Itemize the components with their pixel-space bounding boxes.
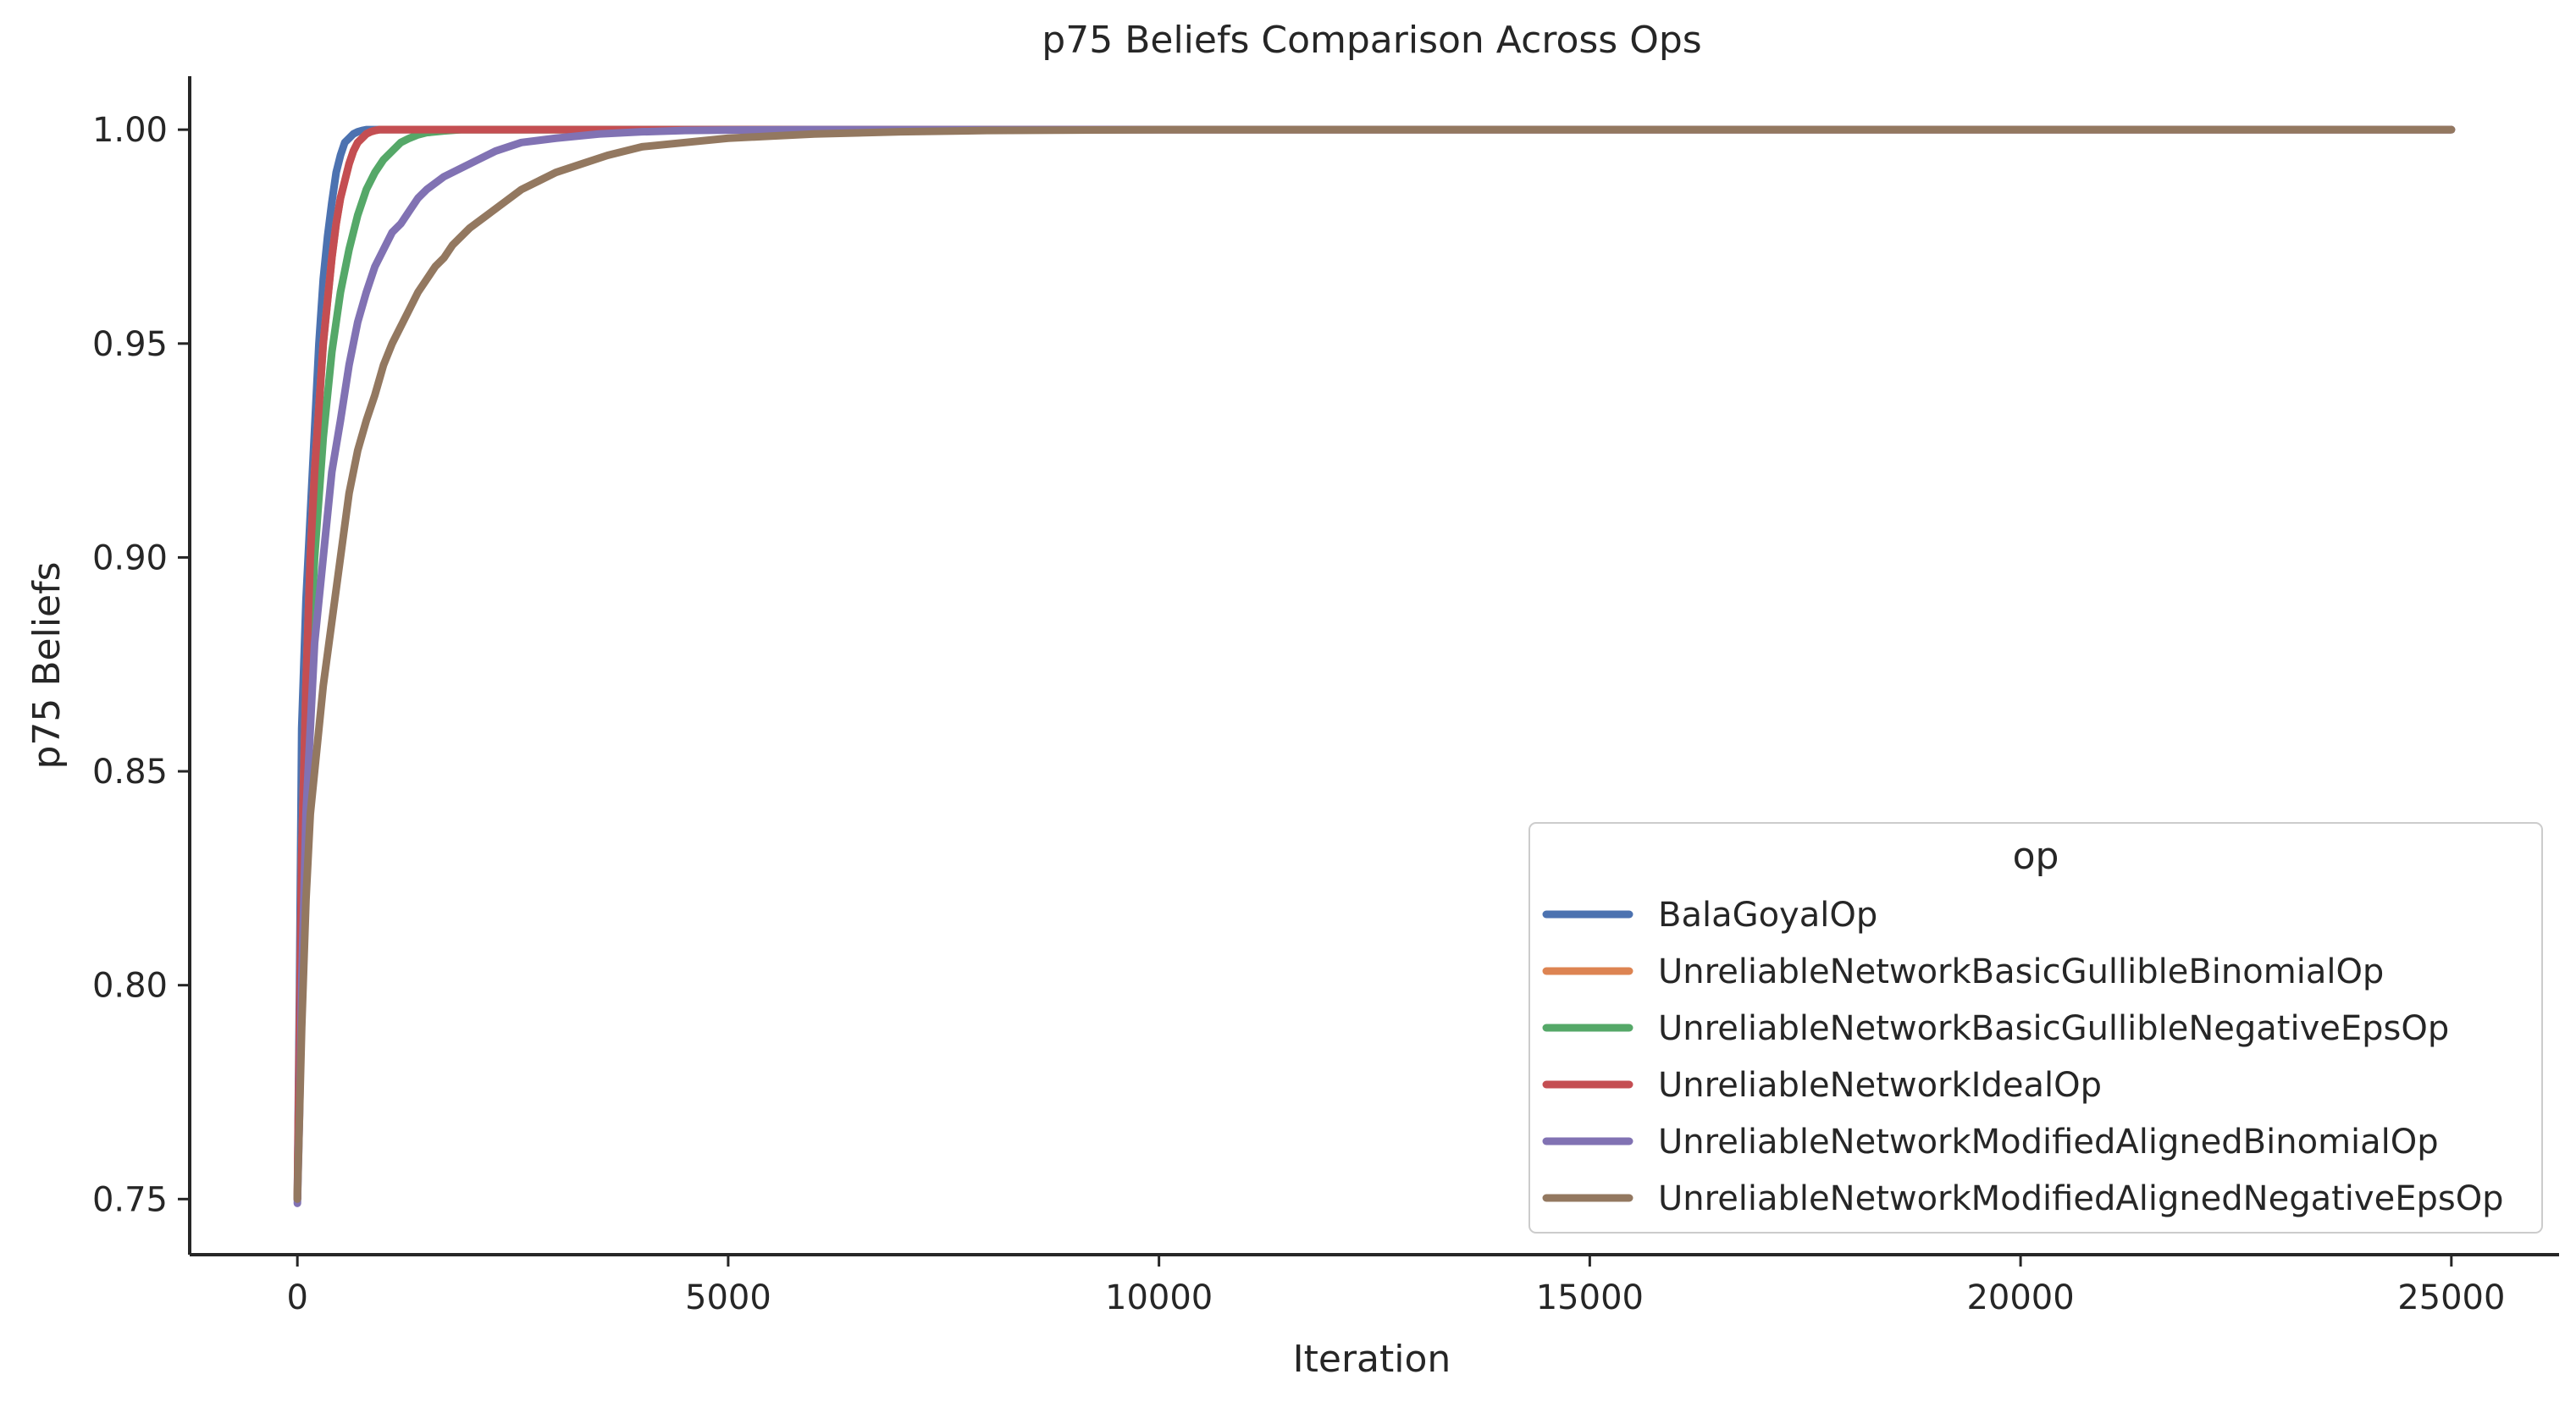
y-tick-label: 0.75 [92,1180,168,1219]
x-tick-label: 0 [286,1278,307,1317]
y-tick-label: 0.95 [92,325,168,364]
legend-label-4: UnreliableNetworkIdealOp [1658,1066,2102,1105]
y-tick-label: 0.90 [92,538,168,577]
series-line-5 [293,125,2456,1207]
legend-box [1528,822,2543,1234]
legend-label-5: UnreliableNetworkModifiedAlignedBinomial… [1658,1123,2439,1162]
series-line-6 [293,125,2456,1203]
legend: op BalaGoyalOp UnreliableNetworkBasicGull… [1528,822,2543,1234]
legend-entries: BalaGoyalOp UnreliableNetworkBasicGullibl… [1542,896,2504,1218]
y-ticks: 0.75 0.80 0.85 0.90 0.95 1.00 [92,111,190,1219]
x-tick-label: 20000 [1966,1278,2074,1317]
y-tick-label: 0.85 [92,753,168,792]
legend-label-1: BalaGoyalOp [1658,896,1877,935]
x-tick-label: 10000 [1105,1278,1213,1317]
x-tick-label: 25000 [2397,1278,2505,1317]
y-axis-label: p75 Beliefs [25,561,69,769]
plot-lines [293,125,2456,1207]
legend-label-6: UnreliableNetworkModifiedAlignedNegative… [1658,1179,2504,1218]
series-line-4 [293,125,2456,1203]
legend-label-3: UnreliableNetworkBasicGullibleNegativeEp… [1658,1009,2449,1048]
x-ticks: 0 5000 10000 15000 20000 25000 [286,1255,2505,1317]
x-axis-label: Iteration [1293,1338,1451,1381]
axes [188,76,2559,1256]
y-tick-label: 1.00 [92,111,168,150]
legend-title: op [2013,835,2059,878]
x-tick-label: 5000 [685,1278,771,1317]
x-tick-label: 15000 [1536,1278,1644,1317]
chart-title: p75 Beliefs Comparison Across Ops [1042,19,1701,62]
y-tick-label: 0.80 [92,967,168,1006]
legend-label-2: UnreliableNetworkBasicGullibleBinomialOp [1658,952,2384,991]
